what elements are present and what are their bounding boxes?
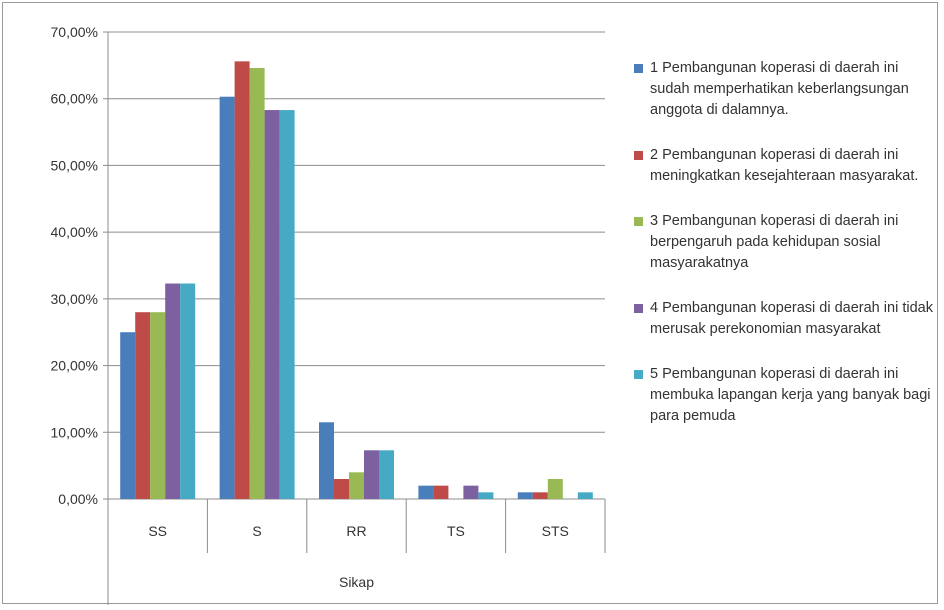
- y-tick-label: 30,00%: [51, 291, 98, 307]
- y-tick-label: 70,00%: [51, 24, 98, 40]
- bar: [577, 492, 593, 499]
- legend-swatch: [634, 304, 643, 313]
- category-label: SS: [148, 523, 167, 539]
- bar: [379, 450, 394, 499]
- bar: [279, 110, 295, 499]
- legend-item: 4 Pembangunan koperasi di daerah ini tid…: [634, 298, 934, 340]
- legend-item: 1 Pembangunan koperasi di daerah ini sud…: [634, 58, 934, 121]
- bar: [418, 485, 434, 499]
- y-tick-label: 50,00%: [51, 157, 98, 173]
- bar: [349, 472, 364, 499]
- bar: [478, 492, 494, 499]
- bar: [319, 422, 334, 499]
- bar: [219, 96, 235, 499]
- y-tick-label: 40,00%: [51, 224, 98, 240]
- legend-swatch: [634, 217, 643, 226]
- bar: [433, 485, 449, 499]
- y-tick-label: 60,00%: [51, 91, 98, 107]
- y-tick-label: 20,00%: [51, 358, 98, 374]
- legend-item: 5 Pembangunan koperasi di daerah ini mem…: [634, 364, 934, 427]
- bar: [120, 332, 136, 499]
- bar: [234, 61, 250, 500]
- legend-label: 4 Pembangunan koperasi di daerah ini tid…: [650, 300, 933, 337]
- legend-item: 2 Pembangunan koperasi di daerah ini men…: [634, 145, 934, 187]
- legend-label: 1 Pembangunan koperasi di daerah ini sud…: [650, 60, 909, 118]
- bar: [264, 110, 280, 499]
- bar: [135, 312, 151, 499]
- legend-item: 3 Pembangunan koperasi di daerah ini ber…: [634, 211, 934, 274]
- legend-swatch: [634, 151, 643, 160]
- bar: [463, 485, 479, 499]
- bar: [165, 283, 181, 499]
- legend-swatch: [634, 64, 643, 73]
- y-tick-label: 10,00%: [51, 424, 98, 440]
- x-axis-title: Sikap: [339, 574, 374, 590]
- bar: [532, 492, 548, 499]
- legend-label: 3 Pembangunan koperasi di daerah ini ber…: [650, 213, 899, 271]
- bar: [150, 312, 166, 499]
- chart-frame: [2, 2, 938, 604]
- category-label: TS: [447, 523, 465, 539]
- bar: [517, 492, 533, 499]
- category-label: RR: [346, 523, 366, 539]
- chart-legend: 1 Pembangunan koperasi di daerah ini sud…: [634, 58, 934, 451]
- y-tick-label: 0,00%: [58, 491, 98, 507]
- legend-label: 2 Pembangunan koperasi di daerah ini men…: [650, 147, 919, 184]
- legend-label: 5 Pembangunan koperasi di daerah ini mem…: [650, 366, 931, 424]
- bar: [364, 450, 379, 499]
- bar: [334, 478, 349, 499]
- bar: [547, 478, 563, 499]
- bar: [180, 283, 196, 499]
- legend-swatch: [634, 370, 643, 379]
- category-label: STS: [542, 523, 569, 539]
- bar: [249, 68, 265, 500]
- category-label: S: [252, 523, 261, 539]
